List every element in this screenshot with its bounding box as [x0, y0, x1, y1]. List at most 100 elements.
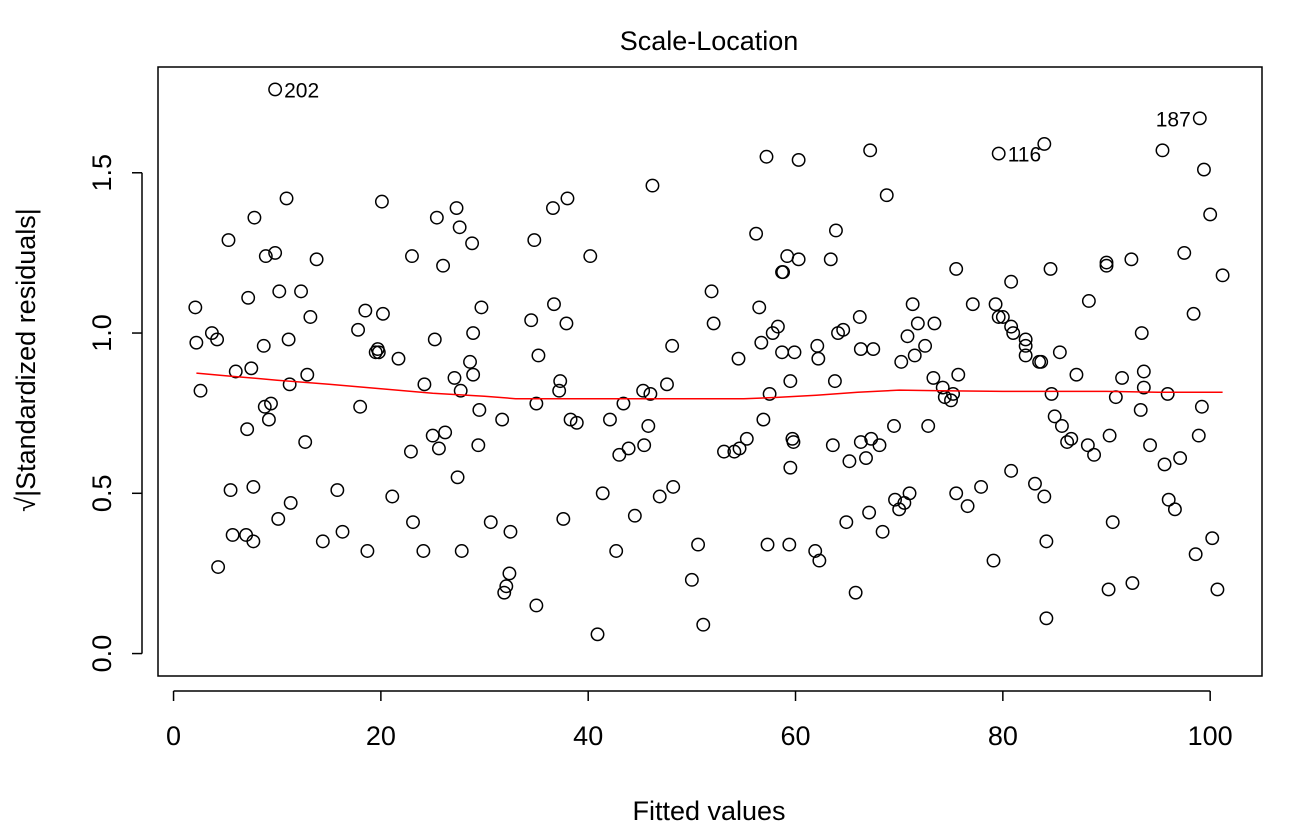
data-point — [436, 258, 451, 273]
data-point — [559, 316, 574, 331]
data-point — [1039, 611, 1054, 626]
data-point — [452, 220, 467, 235]
data-point — [1039, 534, 1054, 549]
data-point — [1028, 476, 1042, 491]
data-point — [810, 338, 825, 353]
data-point — [1037, 489, 1052, 504]
data-point — [791, 153, 806, 167]
data-point — [1004, 274, 1019, 289]
data-point — [1052, 345, 1067, 360]
data-point — [731, 351, 746, 366]
data-point — [848, 585, 863, 600]
data-point — [403, 444, 418, 459]
data-point — [907, 348, 922, 363]
data-point — [1167, 502, 1182, 517]
data-point — [1196, 162, 1211, 177]
data-point — [637, 438, 652, 453]
data-point — [872, 438, 887, 453]
data-point — [652, 489, 667, 504]
data-point — [282, 377, 297, 392]
data-point — [450, 470, 465, 485]
data-point — [1108, 390, 1123, 405]
plot-frame — [157, 66, 1263, 677]
data-point — [1099, 255, 1114, 270]
data-point — [905, 297, 920, 312]
x-tick-label: 0 — [166, 721, 181, 751]
data-point — [502, 566, 517, 581]
data-point — [988, 297, 1003, 312]
data-point — [791, 252, 806, 267]
data-point — [900, 329, 915, 344]
data-point — [465, 236, 480, 251]
data-point — [787, 345, 802, 360]
data-point — [812, 553, 827, 568]
data-point — [495, 412, 510, 427]
data-point — [1194, 399, 1209, 414]
x-tick-label: 20 — [366, 721, 396, 751]
data-point — [371, 345, 386, 360]
data-point — [1203, 207, 1218, 222]
data-point — [239, 528, 254, 542]
data-point — [1087, 447, 1102, 462]
data-point — [1188, 547, 1203, 562]
data-point — [429, 210, 444, 225]
data-point — [271, 511, 286, 526]
data-point — [374, 194, 389, 209]
data-point — [828, 223, 843, 238]
data-point — [524, 313, 539, 328]
data-point — [1136, 380, 1151, 395]
data-point — [228, 364, 243, 379]
data-point — [862, 505, 877, 520]
data-point — [241, 290, 256, 305]
chart-title: Scale-Location — [620, 26, 799, 56]
data-point — [1018, 348, 1033, 363]
x-tick-label: 100 — [1188, 721, 1233, 751]
data-point — [1099, 258, 1114, 273]
data-point — [1064, 431, 1079, 446]
data-point — [717, 444, 731, 459]
data-point — [246, 479, 261, 494]
data-point — [466, 326, 481, 340]
data-point — [1215, 268, 1230, 283]
data-point — [910, 316, 925, 331]
data-point — [261, 412, 276, 427]
data-point — [240, 422, 255, 437]
data-point — [360, 544, 375, 558]
data-point — [944, 393, 958, 408]
data-point — [1124, 252, 1139, 267]
point-annotations: 202 116 187 — [284, 79, 1191, 166]
data-point — [353, 399, 368, 414]
data-point — [704, 284, 719, 299]
smoother-line-group — [196, 372, 1223, 400]
data-point — [583, 249, 598, 264]
data-point — [823, 252, 838, 267]
data-point — [1134, 326, 1149, 340]
data-point — [189, 335, 204, 350]
data-point — [1004, 319, 1019, 334]
data-point — [281, 332, 296, 347]
data-point — [1192, 111, 1207, 126]
data-point — [808, 544, 823, 558]
data-point — [246, 534, 261, 549]
data-point — [375, 306, 390, 321]
data-point — [756, 412, 771, 427]
data-point — [612, 447, 627, 462]
data-point — [247, 210, 262, 225]
data-point — [836, 322, 851, 337]
data-point — [358, 303, 373, 318]
data-point — [616, 396, 631, 411]
data-point — [783, 374, 798, 389]
data-point — [193, 383, 208, 398]
data-point — [1161, 492, 1176, 507]
data-point — [1044, 386, 1059, 401]
data-point — [552, 383, 567, 398]
data-point — [754, 335, 769, 350]
data-point — [268, 245, 283, 260]
data-point — [762, 386, 777, 401]
data-point — [406, 515, 420, 530]
data-point — [879, 188, 894, 203]
data-point — [1133, 403, 1148, 417]
data-point — [529, 396, 544, 411]
data-point — [298, 435, 313, 449]
